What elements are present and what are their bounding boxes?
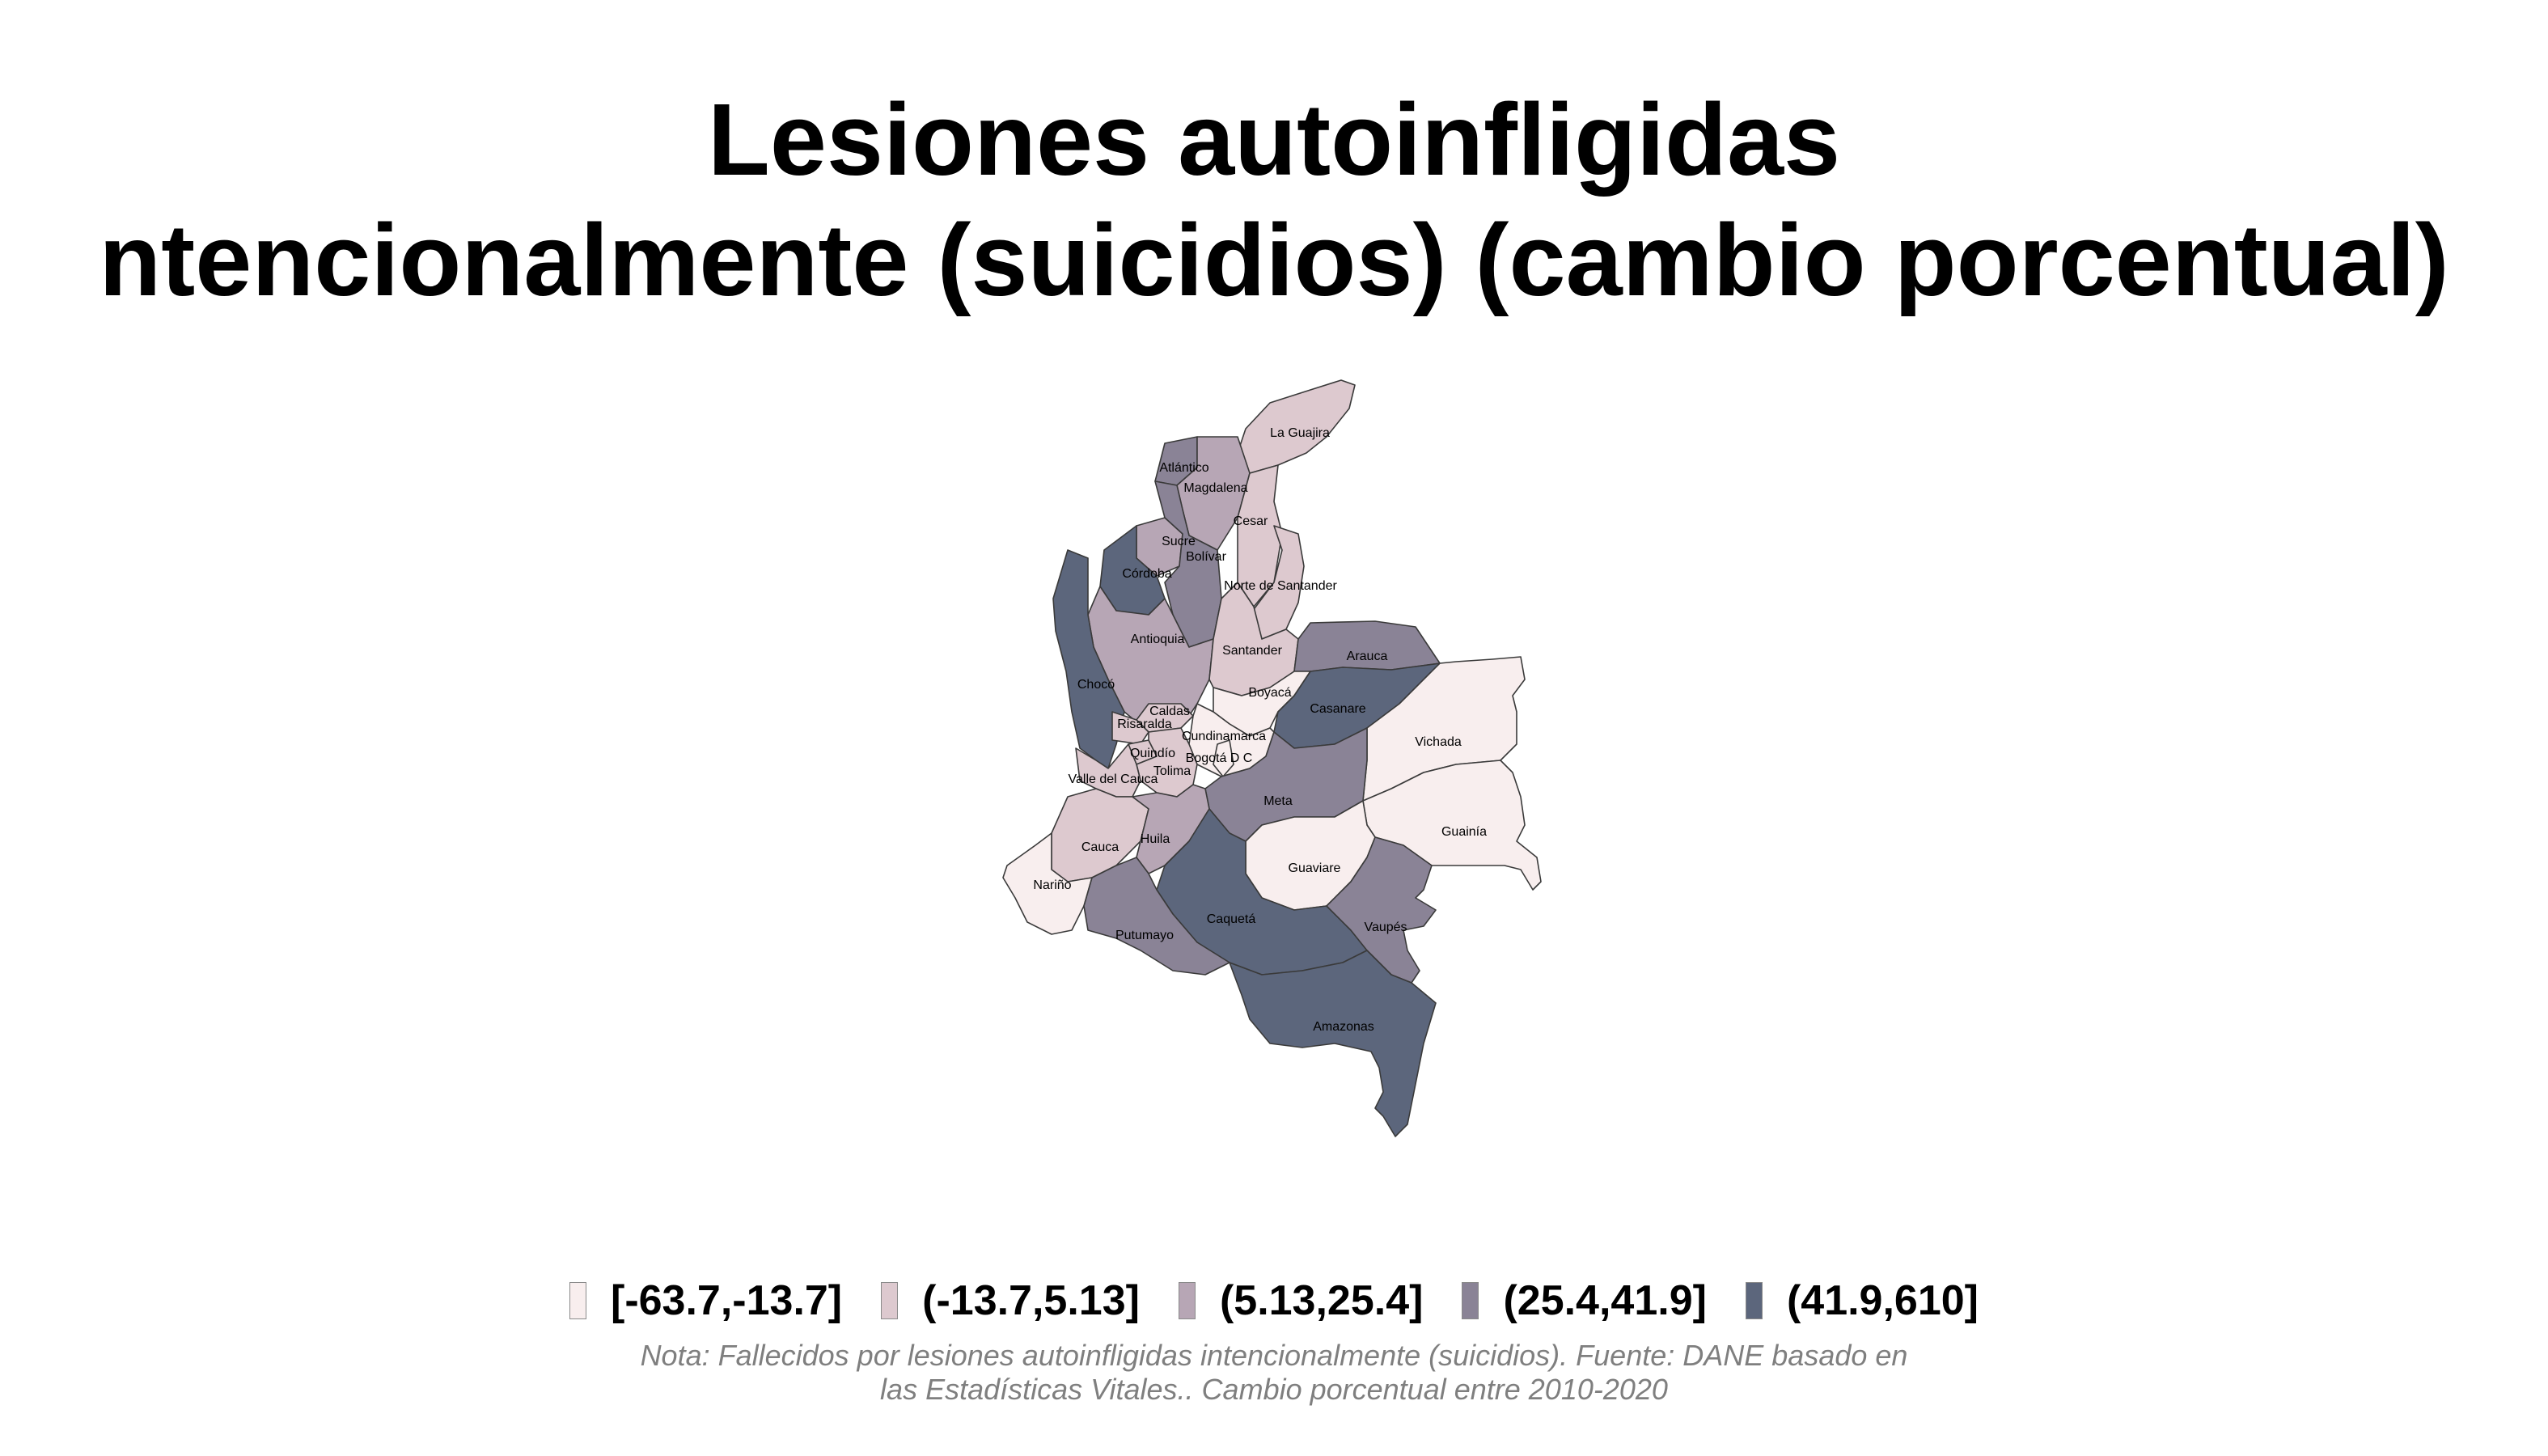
label-antioquia: Antioquia bbox=[1131, 633, 1185, 646]
label-la-guajira: La Guajira bbox=[1270, 426, 1330, 440]
label-tolima: Tolima bbox=[1153, 764, 1191, 778]
label-santander: Santander bbox=[1222, 644, 1283, 658]
label-casanare: Casanare bbox=[1310, 702, 1365, 716]
label-norte-de-santander: Norte de Santander bbox=[1224, 579, 1337, 593]
label-choco: Chocó bbox=[1077, 678, 1115, 692]
map-legend: [-63.7,-13.7] (-13.7,5.13] (5.13,25.4] (… bbox=[0, 1276, 2548, 1325]
legend-label: (41.9,610] bbox=[1786, 1277, 1979, 1324]
legend-item: [-63.7,-13.7] bbox=[569, 1276, 842, 1325]
label-atlantico: Atlántico bbox=[1159, 461, 1208, 475]
legend-item: (-13.7,5.13] bbox=[881, 1276, 1140, 1325]
label-bolivar: Bolívar bbox=[1186, 550, 1226, 564]
department-cesar bbox=[1237, 464, 1283, 607]
label-meta: Meta bbox=[1263, 794, 1293, 808]
label-valle-del-cauca: Valle del Cauca bbox=[1069, 772, 1158, 786]
department-boyaca bbox=[1213, 671, 1311, 737]
legend-label: (5.13,25.4] bbox=[1219, 1277, 1424, 1324]
legend-swatch bbox=[1462, 1282, 1479, 1319]
label-cordoba: Córdoba bbox=[1122, 567, 1171, 581]
label-cesar: Cesar bbox=[1234, 514, 1268, 528]
label-putumayo: Putumayo bbox=[1115, 929, 1174, 942]
label-arauca: Arauca bbox=[1347, 650, 1388, 663]
department-risaralda bbox=[1111, 711, 1149, 745]
label-sucre: Sucre bbox=[1162, 535, 1196, 548]
legend-label: [-63.7,-13.7] bbox=[611, 1277, 843, 1324]
map-title-line-2: ntencionalmente (suicidios) (cambio porc… bbox=[99, 203, 2449, 317]
label-narino: Nariño bbox=[1033, 878, 1071, 892]
label-guaviare: Guaviare bbox=[1289, 861, 1341, 875]
label-boyaca: Boyacá bbox=[1248, 686, 1291, 700]
map-title-line-1: Lesiones autoinfligidas bbox=[707, 83, 1841, 197]
legend-label: (-13.7,5.13] bbox=[922, 1277, 1140, 1324]
source-note-line-2: las Estadísticas Vitales.. Cambio porcen… bbox=[880, 1373, 1668, 1406]
label-quindio: Quindío bbox=[1130, 747, 1175, 760]
legend-item: (41.9,610] bbox=[1745, 1276, 1979, 1325]
label-vichada: Vichada bbox=[1415, 735, 1462, 749]
label-caldas: Caldas bbox=[1149, 705, 1190, 718]
department-valle-del-cauca bbox=[1075, 743, 1141, 798]
label-cauca: Cauca bbox=[1081, 840, 1119, 854]
legend-item: (25.4,41.9] bbox=[1462, 1276, 1707, 1325]
department-arauca bbox=[1293, 620, 1441, 672]
legend-swatch bbox=[881, 1282, 899, 1319]
label-risaralda: Risaralda bbox=[1117, 717, 1172, 731]
label-caqueta: Caquetá bbox=[1207, 912, 1256, 926]
department-vaupes bbox=[1326, 836, 1437, 984]
department-putumayo bbox=[1083, 857, 1230, 976]
label-guainia: Guainía bbox=[1441, 825, 1487, 839]
legend-swatch bbox=[569, 1282, 586, 1319]
legend-label: (25.4,41.9] bbox=[1503, 1277, 1707, 1324]
legend-item: (5.13,25.4] bbox=[1178, 1276, 1424, 1325]
legend-swatch bbox=[1745, 1282, 1763, 1319]
legend-swatch bbox=[1178, 1282, 1196, 1319]
label-bogota: Bogotá D C bbox=[1186, 751, 1253, 765]
label-amazonas: Amazonas bbox=[1313, 1020, 1374, 1034]
label-huila: Huila bbox=[1141, 832, 1170, 846]
label-magdalena: Magdalena bbox=[1183, 481, 1247, 495]
label-vaupes: Vaupés bbox=[1364, 921, 1407, 934]
department-amazonas bbox=[1229, 950, 1437, 1137]
source-note-line-1: Nota: Fallecidos por lesiones autoinflig… bbox=[640, 1339, 1908, 1372]
label-cundinamarca: Cundinamarca bbox=[1182, 730, 1266, 743]
department-bogota bbox=[1213, 739, 1234, 777]
source-note: Nota: Fallecidos por lesiones autoinflig… bbox=[0, 1339, 2548, 1407]
